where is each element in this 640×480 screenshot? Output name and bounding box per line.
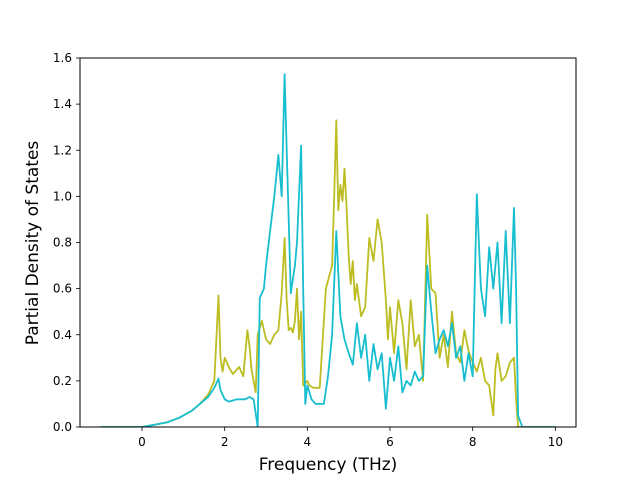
x-axis: 0 2 4 6 8 10 (138, 427, 563, 449)
y-tick-label: 1.4 (53, 97, 72, 111)
x-tick-label: 0 (138, 435, 146, 449)
y-tick-label: 0.4 (53, 328, 72, 342)
x-tick-label: 4 (304, 435, 312, 449)
x-tick-label: 2 (221, 435, 229, 449)
series-layer (100, 73, 556, 427)
y-tick-label: 0.6 (53, 282, 72, 296)
series-line-2 (100, 73, 556, 427)
y-tick-label: 0.2 (53, 374, 72, 388)
y-tick-label: 1.2 (53, 143, 72, 157)
y-axis: 0.0 0.2 0.4 0.6 0.8 1.0 1.2 1.4 1.6 (53, 51, 80, 434)
y-tick-label: 1.6 (53, 51, 72, 65)
y-axis-title: Partial Density of States (23, 141, 43, 346)
y-tick-label: 1.0 (53, 189, 72, 203)
x-tick-label: 10 (548, 435, 563, 449)
x-tick-label: 8 (469, 435, 477, 449)
y-tick-label: 0.8 (53, 236, 72, 250)
x-tick-label: 6 (386, 435, 394, 449)
x-axis-title: Frequency (THz) (259, 455, 398, 475)
y-tick-label: 0.0 (53, 420, 72, 434)
